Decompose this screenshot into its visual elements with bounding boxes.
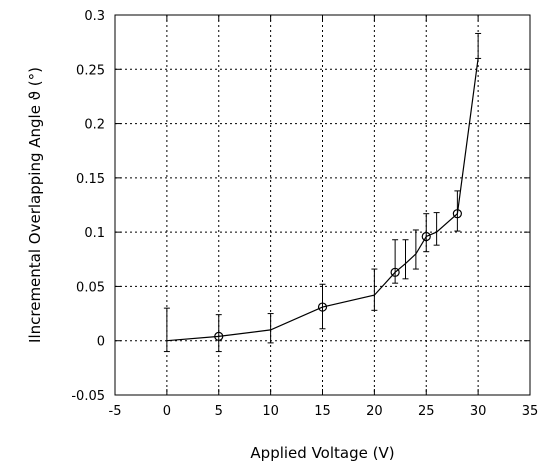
y-tick-label: 0.2 xyxy=(84,118,105,133)
plot-area-frame xyxy=(114,14,531,396)
x-tick-label: 30 xyxy=(470,404,487,419)
y-tick-label: 0.15 xyxy=(76,172,105,187)
x-tick-label: 20 xyxy=(366,404,383,419)
y-tick-labels: -0.05 0 0.05 0.1 0.15 0.2 0.25 0.3 xyxy=(71,9,105,404)
data-point-marker xyxy=(421,231,431,242)
data-point-marker xyxy=(214,331,224,341)
data-point-marker xyxy=(390,267,400,277)
error-bar xyxy=(412,229,419,270)
x-axis-title: Applied Voltage (V) xyxy=(250,444,394,462)
error-bar xyxy=(163,307,170,353)
error-bar xyxy=(475,32,482,59)
x-tick-label: -5 xyxy=(109,404,122,419)
data-point-marker xyxy=(452,209,462,219)
error-bar xyxy=(433,212,440,246)
x-tick-label: 10 xyxy=(262,404,279,419)
y-tick-label: 0.1 xyxy=(84,226,105,241)
x-tick-label: 15 xyxy=(314,404,331,419)
grid xyxy=(115,15,530,395)
y-tick-label: 0.25 xyxy=(76,63,105,78)
error-bar xyxy=(319,283,326,330)
error-bar xyxy=(215,314,222,353)
y-tick-label: 0 xyxy=(97,335,105,350)
x-tick-label: 5 xyxy=(215,404,223,419)
series-line xyxy=(166,58,479,342)
error-bar xyxy=(402,239,409,280)
x-tick-label: 0 xyxy=(163,404,171,419)
y-tick-label: 0.05 xyxy=(76,280,105,295)
data-point-marker xyxy=(317,302,328,312)
x-tick-label: 35 xyxy=(522,404,539,419)
error-bar xyxy=(454,190,461,232)
x-tick-label: 25 xyxy=(418,404,435,419)
y-axis-title: Ilncremental Overlapping Angle ϑ (°) xyxy=(26,67,44,343)
y-tick-label: 0.3 xyxy=(84,9,105,24)
error-bar xyxy=(371,268,378,311)
x-tick-labels: -5 0 5 10 15 20 25 30 35 xyxy=(109,404,539,419)
series-layer xyxy=(163,32,482,353)
y-tick-label: -0.05 xyxy=(71,389,105,404)
error-bar xyxy=(267,313,274,344)
